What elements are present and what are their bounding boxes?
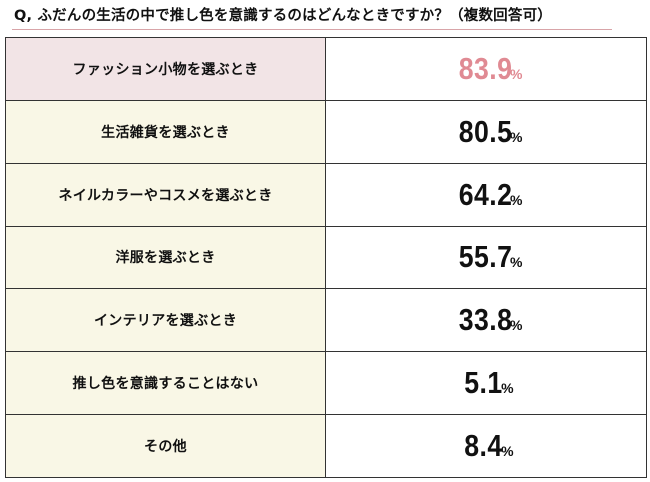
percent-unit: % — [509, 191, 523, 208]
category-label: その他 — [5, 414, 326, 478]
value-cell: 83.9% — [325, 37, 647, 101]
category-label: 洋服を選ぶとき — [5, 225, 326, 290]
percentage-value: 5.1 — [464, 365, 504, 401]
value-cell: 8.4% — [325, 414, 647, 478]
percent-unit: % — [509, 254, 523, 271]
results-table: ファッション小物を選ぶとき 83.9% 生活雑貨を選ぶとき 80.5% ネイルカラーやコ… — [5, 37, 647, 478]
category-label: インテリアを選ぶとき — [5, 288, 326, 353]
category-label: 推し色を意識することはない — [5, 351, 326, 416]
table-row: ファッション小物を選ぶとき 83.9% — [5, 37, 647, 101]
title-underline — [12, 29, 612, 30]
percentage-value: 8.4 — [464, 428, 504, 464]
value-cell: 5.1% — [325, 351, 647, 416]
percent-unit: % — [509, 128, 523, 145]
table-row: インテリアを選ぶとき 33.8% — [5, 288, 647, 353]
category-label: 生活雑貨を選ぶとき — [5, 99, 326, 164]
value-cell: 55.7% — [325, 225, 647, 290]
percentage-value: 55.7 — [458, 239, 512, 275]
percentage-value: 64.2 — [458, 176, 512, 212]
results-table-body: ファッション小物を選ぶとき 83.9% 生活雑貨を選ぶとき 80.5% ネイルカラーやコ… — [5, 37, 647, 478]
category-label: ファッション小物を選ぶとき — [5, 37, 326, 101]
percent-unit: % — [501, 443, 514, 460]
table-row: 推し色を意識することはない 5.1% — [5, 351, 647, 416]
table-row: 生活雑貨を選ぶとき 80.5% — [5, 99, 647, 164]
table-row: ネイルカラーやコスメを選ぶとき 64.2% — [5, 162, 647, 227]
percent-unit: % — [509, 65, 523, 82]
percentage-value: 80.5 — [458, 113, 512, 149]
percent-unit: % — [501, 380, 514, 397]
value-cell: 64.2% — [325, 162, 647, 227]
table-row: その他 8.4% — [5, 414, 647, 478]
percent-unit: % — [509, 317, 523, 334]
value-cell: 33.8% — [325, 288, 647, 353]
category-label: ネイルカラーやコスメを選ぶとき — [5, 162, 326, 227]
percentage-value: 33.8 — [458, 302, 512, 338]
percentage-value: 83.9 — [458, 50, 512, 86]
survey-question: Q, ふだんの生活の中で推し色を意識するのはどんなときですか？（複数回答可） — [14, 8, 552, 24]
table-row: 洋服を選ぶとき 55.7% — [5, 225, 647, 290]
value-cell: 80.5% — [325, 99, 647, 164]
